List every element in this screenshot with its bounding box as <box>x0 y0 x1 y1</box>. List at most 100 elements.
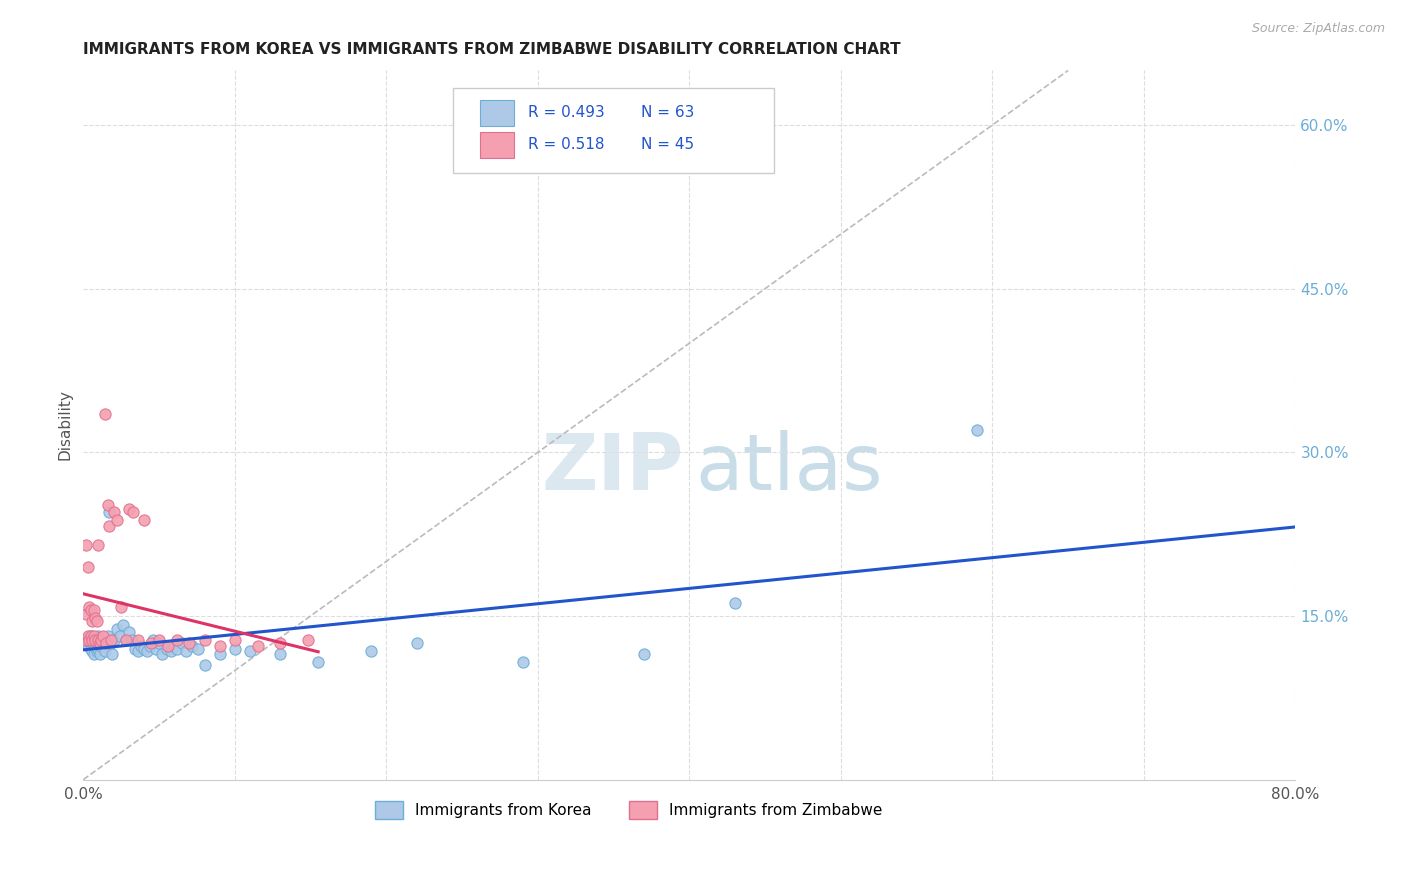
Point <box>84 611 107 625</box>
Point <box>96 629 118 643</box>
Point <box>80 641 103 656</box>
Point <box>86 636 108 650</box>
Point <box>246 640 269 654</box>
Point <box>91 636 114 650</box>
Point <box>105 622 128 636</box>
Point <box>80 629 103 643</box>
Point <box>124 641 146 656</box>
Point <box>79 632 101 647</box>
Point <box>966 424 988 438</box>
Text: N = 63: N = 63 <box>641 105 695 120</box>
Point <box>84 632 107 647</box>
Point <box>118 625 141 640</box>
Point <box>179 636 201 650</box>
Point <box>87 538 110 552</box>
Point <box>170 636 193 650</box>
Point <box>75 632 97 647</box>
Point <box>98 519 121 533</box>
Text: ZIP: ZIP <box>541 430 683 506</box>
Point <box>160 644 183 658</box>
Point <box>307 655 329 669</box>
Point <box>84 640 107 654</box>
Point <box>83 647 105 661</box>
Point <box>405 636 427 650</box>
Text: atlas: atlas <box>696 430 883 506</box>
Point <box>80 603 103 617</box>
Point <box>269 647 291 661</box>
Point <box>93 407 115 421</box>
Point <box>73 632 96 647</box>
Point <box>79 635 101 649</box>
Point <box>141 636 163 650</box>
Point <box>90 631 112 645</box>
Text: R = 0.518: R = 0.518 <box>529 137 605 153</box>
Point <box>181 640 204 654</box>
Point <box>89 636 111 650</box>
Point <box>87 641 110 656</box>
Point <box>145 641 167 656</box>
Point <box>89 632 111 647</box>
Point <box>142 632 165 647</box>
Point <box>79 600 101 615</box>
Point <box>98 505 121 519</box>
Point <box>148 636 170 650</box>
Point <box>94 636 117 650</box>
Text: IMMIGRANTS FROM KOREA VS IMMIGRANTS FROM ZIMBABWE DISABILITY CORRELATION CHART: IMMIGRANTS FROM KOREA VS IMMIGRANTS FROM… <box>83 42 901 57</box>
Point <box>118 502 141 516</box>
Point <box>87 632 110 647</box>
Point <box>269 636 291 650</box>
Point <box>90 640 112 654</box>
Point <box>224 641 246 656</box>
Text: N = 45: N = 45 <box>641 137 695 153</box>
Point <box>114 632 136 647</box>
Y-axis label: Disability: Disability <box>58 390 72 460</box>
Legend: Immigrants from Korea, Immigrants from Zimbabwe: Immigrants from Korea, Immigrants from Z… <box>368 796 889 825</box>
Point <box>132 513 155 527</box>
Point <box>193 632 215 647</box>
Point <box>224 632 246 647</box>
Point <box>724 596 747 610</box>
Text: Source: ZipAtlas.com: Source: ZipAtlas.com <box>1251 22 1385 36</box>
Point <box>110 600 132 615</box>
Point <box>82 636 104 650</box>
Point <box>80 629 103 643</box>
Point <box>163 640 186 654</box>
Point <box>208 640 231 654</box>
Point <box>86 615 108 629</box>
Point <box>127 632 149 647</box>
Point <box>193 658 215 673</box>
Point <box>96 498 118 512</box>
Point <box>91 629 114 643</box>
Point <box>239 644 262 658</box>
Point <box>86 644 108 658</box>
Point <box>139 640 162 654</box>
Point <box>87 629 110 643</box>
Point <box>633 647 655 661</box>
Point <box>103 505 125 519</box>
Point <box>82 632 104 647</box>
Point <box>150 647 173 661</box>
Point <box>297 632 319 647</box>
FancyBboxPatch shape <box>479 100 513 126</box>
Point <box>512 655 534 669</box>
Point <box>100 632 122 647</box>
Point <box>208 647 231 661</box>
Point <box>94 632 117 647</box>
Point <box>156 641 179 656</box>
Point <box>75 538 97 552</box>
Point <box>105 513 128 527</box>
FancyBboxPatch shape <box>479 132 513 158</box>
FancyBboxPatch shape <box>453 88 775 173</box>
Point <box>157 640 180 654</box>
Point <box>114 632 136 647</box>
Point <box>83 631 105 645</box>
Point <box>101 647 124 661</box>
Point <box>108 629 131 643</box>
Point <box>111 617 134 632</box>
Point <box>103 632 125 647</box>
Point <box>187 641 209 656</box>
Point <box>83 603 105 617</box>
Point <box>82 615 104 629</box>
Point <box>166 632 188 647</box>
Point <box>127 644 149 658</box>
